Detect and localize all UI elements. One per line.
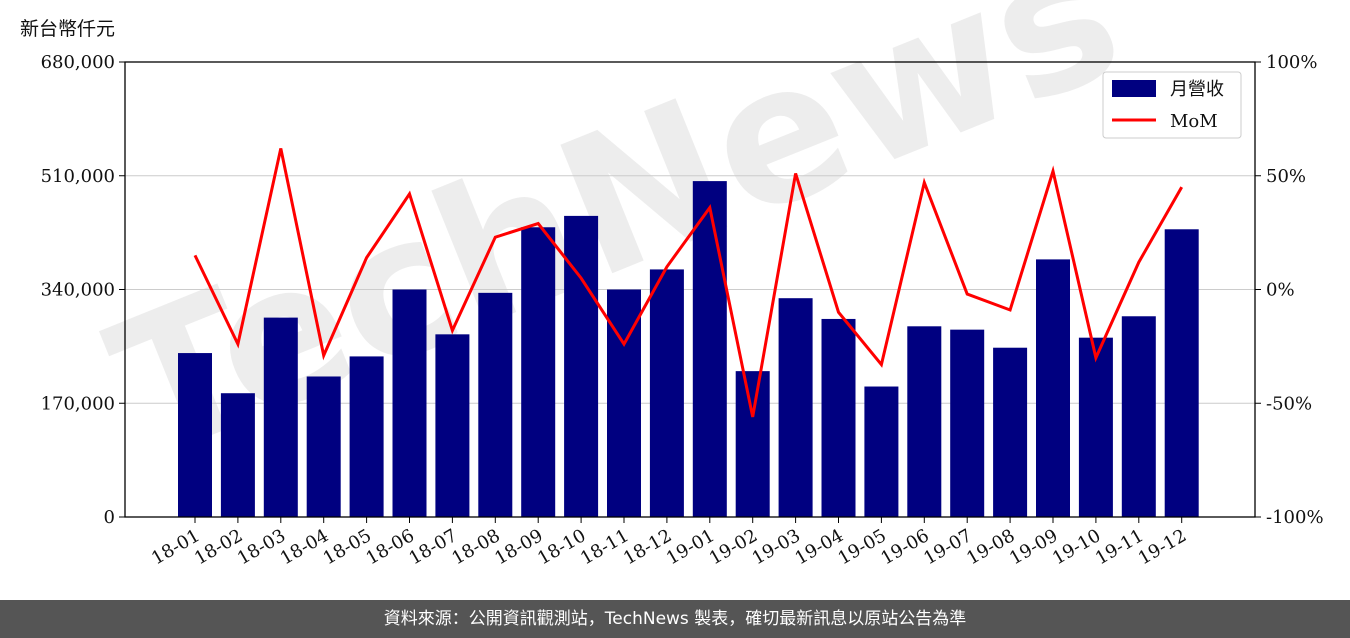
revenue-bar [349,356,384,517]
x-tick-label: 18-05 [320,525,375,569]
revenue-bar [993,347,1028,517]
left-tick-label: 340,000 [41,280,115,301]
right-tick-label: 50% [1266,166,1306,187]
revenue-bar [1078,337,1113,517]
revenue-chart: TechNews 0170,000340,000510,000680,000-1… [41,0,1324,569]
legend: 月營收 MoM [1102,71,1242,139]
revenue-bar [306,376,341,517]
x-tick-label: 18-03 [234,525,289,569]
revenue-bar [950,329,985,517]
revenue-bar [1036,259,1070,517]
revenue-bar [220,393,255,517]
x-tick-label: 19-06 [877,525,932,569]
x-tick-label: 19-09 [1006,525,1061,569]
left-tick-label: 680,000 [41,52,115,73]
x-tick-label: 19-10 [1049,525,1104,569]
x-tick-label: 19-07 [920,525,975,569]
left-tick-label: 170,000 [41,393,115,414]
x-tick-label: 18-02 [191,525,246,569]
x-tick-label: 19-04 [792,525,847,569]
revenue-bar [821,318,856,517]
x-tick-label: 18-07 [405,525,460,569]
x-tick-label: 19-12 [1135,525,1190,569]
x-tick-label: 18-04 [277,525,332,569]
revenue-bar [1164,229,1199,517]
x-tick-label: 18-01 [148,525,203,569]
x-tick-label: 18-08 [448,525,503,569]
legend-label-revenue: 月營收 [1170,79,1224,100]
x-tick-label: 18-10 [534,525,589,569]
revenue-bar [864,386,899,517]
revenue-bar [435,334,470,517]
mom-line [193,148,1184,418]
revenue-bar [778,298,813,517]
x-tick-label: 18-11 [577,525,632,569]
legend-bar-swatch [1112,80,1156,97]
x-tick-label: 18-06 [363,525,418,569]
revenue-bar [907,326,942,517]
left-tick-label: 0 [104,507,115,528]
revenue-bar [478,292,513,517]
revenue-bar [521,227,556,517]
x-tick-label: 19-01 [663,525,718,569]
revenue-bar [1121,316,1156,517]
right-tick-label: 0% [1266,280,1295,301]
x-tick-label: 19-05 [834,525,889,569]
x-tick-label: 19-08 [963,525,1018,569]
right-tick-label: -100% [1266,507,1324,528]
legend-label-mom: MoM [1170,111,1218,132]
revenue-bar [178,353,212,517]
revenue-bar [649,269,684,517]
revenue-bar [263,317,298,517]
x-tick-label: 19-11 [1092,525,1147,569]
x-tick-label: 18-12 [620,525,675,569]
revenue-bar [735,371,770,517]
revenue-bar [692,181,727,517]
source-footer: 資料來源：公開資訊觀測站，TechNews 製表，確切最新訊息以原站公告為準 [0,600,1350,638]
left-tick-label: 510,000 [41,166,115,187]
right-tick-label: 100% [1266,52,1317,73]
right-tick-label: -50% [1266,393,1312,414]
x-tick-label: 18-09 [491,525,546,569]
revenue-bar [392,289,427,517]
x-tick-label: 19-02 [706,525,761,569]
y-axis-unit-label: 新台幣仟元 [20,18,116,40]
mom-line-series [193,148,1184,418]
x-tick-label: 19-03 [749,525,804,569]
